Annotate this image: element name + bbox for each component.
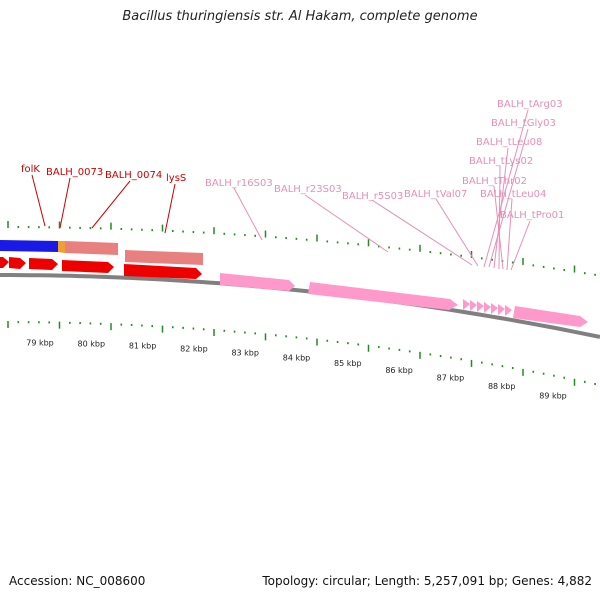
rna-labels: BALH_r16S03 BALH_r23S03 BALH_r5S03 BALH_… xyxy=(205,99,564,221)
blue-feature-bar xyxy=(0,240,58,252)
gene-arrow xyxy=(29,258,58,270)
rna-label-r5S03: BALH_r5S03 xyxy=(342,191,403,202)
leader-tVal07 xyxy=(435,198,479,267)
inner-tick-track xyxy=(7,321,596,386)
rna-arrow xyxy=(463,299,470,310)
rna-arrow xyxy=(470,300,477,311)
ruler-label: 80 kbp xyxy=(78,340,106,349)
rna-arrow xyxy=(498,304,505,315)
leader-r16S03 xyxy=(233,187,263,241)
gene-arrow xyxy=(62,260,114,273)
genome-title: Bacillus thuringiensis str. Al Hakam, co… xyxy=(122,9,478,24)
rna-label-r23S03: BALH_r23S03 xyxy=(274,184,342,195)
ruler-label: 88 kbp xyxy=(488,382,516,391)
gene-label-lysS: lysS xyxy=(166,173,186,184)
ruler-label: 89 kbp xyxy=(539,392,567,401)
leader-tThr02 xyxy=(493,185,504,270)
leader-BALH-0073 xyxy=(59,177,71,229)
gene-label-folK: folK xyxy=(21,164,40,175)
leader-r23S03 xyxy=(304,194,389,253)
feature-bars xyxy=(0,240,203,265)
gene-label-BALH-0074: BALH_0074 xyxy=(105,170,162,181)
rna-arrow xyxy=(491,303,498,314)
ruler-label: 81 kbp xyxy=(129,342,157,351)
leader-folK xyxy=(31,174,46,227)
gene-arrows xyxy=(0,257,202,279)
leader-lysS xyxy=(164,183,176,234)
accession-text: Accession: NC_008600 xyxy=(9,574,146,588)
ruler-labels: 79 kbp 80 kbp 81 kbp 82 kbp 83 kbp 84 kbp 85 k… xyxy=(26,338,567,400)
rna-label-tGly03: BALH_tGly03 xyxy=(491,118,556,129)
leader-tArg03 xyxy=(483,109,529,268)
leader-BALH-0074 xyxy=(91,180,131,229)
rna-label-tLeu08: BALH_tLeu08 xyxy=(476,137,542,148)
leader-tPro01 xyxy=(510,220,531,271)
rna-arrow xyxy=(477,301,484,312)
ruler-label: 84 kbp xyxy=(283,353,311,362)
leader-tGly03 xyxy=(488,128,529,268)
rna-arrow xyxy=(484,302,491,313)
rna-arrow xyxy=(308,282,458,310)
label-leader-lines xyxy=(31,109,531,271)
rna-arrows xyxy=(220,273,588,327)
ruler-label: 82 kbp xyxy=(180,345,208,354)
rna-label-r16S03: BALH_r16S03 xyxy=(205,178,273,189)
ruler-label: 85 kbp xyxy=(334,359,362,368)
orange-feature-bar xyxy=(58,241,65,253)
rna-label-tLeu04: BALH_tLeu04 xyxy=(480,189,546,200)
gene-labels: folK BALH_0073 BALH_0074 lysS xyxy=(21,164,186,184)
rna-arrow xyxy=(220,273,295,291)
ruler-label: 83 kbp xyxy=(231,349,259,358)
leader-tLeu08 xyxy=(493,147,509,269)
ruler-label: 87 kbp xyxy=(437,374,465,383)
rna-label-tPro01: BALH_tPro01 xyxy=(500,210,564,221)
gene-arrow xyxy=(9,257,26,269)
leader-r5S03 xyxy=(371,199,473,266)
ruler-label: 86 kbp xyxy=(385,366,413,375)
rna-label-tThr02: BALH_tThr02 xyxy=(462,176,527,187)
rna-label-tVal07: BALH_tVal07 xyxy=(404,189,467,200)
genome-backbone xyxy=(0,273,600,339)
salmon-feature-bar-2 xyxy=(125,250,203,265)
gene-label-BALH-0073: BALH_0073 xyxy=(46,167,103,178)
ruler-label: 79 kbp xyxy=(26,338,54,347)
rna-arrow xyxy=(513,306,588,327)
salmon-feature-bar-1 xyxy=(65,241,118,255)
rna-label-tArg03: BALH_tArg03 xyxy=(497,99,563,110)
rna-arrow xyxy=(505,305,512,316)
leader-tLys02 xyxy=(498,165,501,270)
gene-arrow xyxy=(124,264,202,279)
genome-summary-text: Topology: circular; Length: 5,257,091 bp… xyxy=(262,574,592,588)
gene-arrow xyxy=(0,257,9,268)
leader-tLeu04 xyxy=(506,198,513,271)
rna-label-tLys02: BALH_tLys02 xyxy=(469,156,533,167)
